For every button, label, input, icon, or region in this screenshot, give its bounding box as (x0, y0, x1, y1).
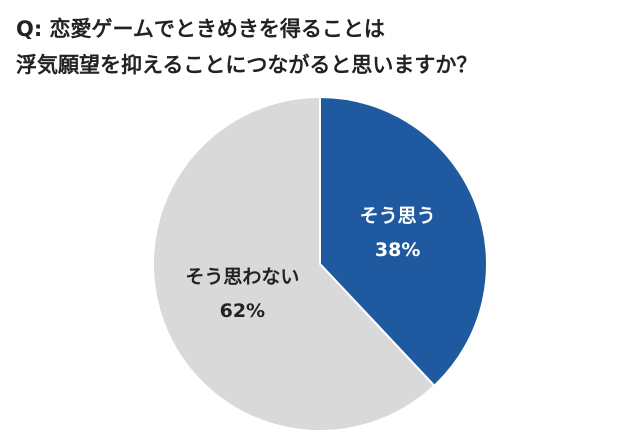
chart-title: Q: 恋愛ゲームでときめきを得ることは (16, 17, 385, 41)
pie-slice (319, 95, 488, 388)
slice-label: そう思わない (185, 266, 299, 288)
pie-slice (152, 95, 436, 432)
slice-label: そう思う (360, 205, 436, 227)
value-label: 62% (220, 300, 265, 322)
chart-title: 浮気願望を抑えることにつながると思いますか？ (16, 53, 477, 77)
value-label: 38% (375, 239, 420, 261)
